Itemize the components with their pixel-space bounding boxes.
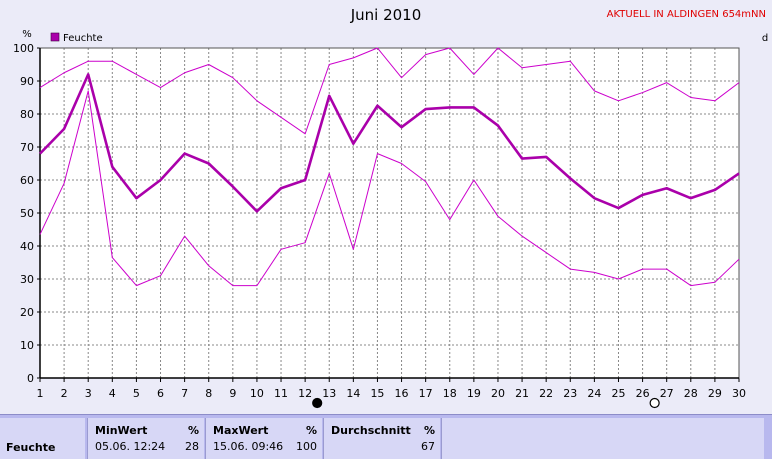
chart-title: Juni 2010: [350, 6, 422, 24]
series-line-mean: [39, 73, 740, 213]
y-tick-label: 30: [20, 273, 34, 286]
stats-max-cell: MaxWert % 15.06. 09:46 100: [205, 418, 322, 459]
y-tick-label: 90: [20, 75, 34, 88]
y-tick-label: 0: [27, 372, 34, 385]
stats-min-unit: %: [187, 424, 199, 437]
stats-min-cell: MinWert % 05.06. 12:24 28: [87, 418, 204, 459]
station-label: AKTUELL IN ALDINGEN 654mNN: [606, 9, 766, 20]
legend-swatch: [50, 32, 60, 42]
x-tick-label: 11: [274, 387, 288, 400]
series-line-max: [39, 47, 740, 135]
x-tick-label: 12: [298, 387, 312, 400]
y-tick-label: 20: [20, 306, 34, 319]
stats-avg-cell: Durchschnitt % 67: [323, 418, 440, 459]
stats-max-header: MaxWert: [213, 424, 269, 437]
stats-min-datetime: 05.06. 12:24: [95, 440, 166, 453]
x-tick-label: 17: [419, 387, 433, 400]
x-tick-label: 24: [587, 387, 601, 400]
x-tick-label: 13: [322, 387, 336, 400]
x-tick-label: 15: [370, 387, 384, 400]
x-tick-label: 26: [636, 387, 650, 400]
x-tick-label: 16: [395, 387, 409, 400]
stats-row-label: Feuchte: [6, 441, 56, 454]
y-tick-label: 40: [20, 240, 34, 253]
x-tick-label: 30: [732, 387, 746, 400]
series-line-min: [39, 90, 740, 287]
stats-max-datetime: 15.06. 09:46: [213, 440, 284, 453]
x-tick-label: 18: [443, 387, 457, 400]
x-tick-label: 2: [61, 387, 68, 400]
stats-panel: Feuchte MinWert % 05.06. 12:24 28 MaxWer…: [0, 414, 772, 459]
stats-max-value: 100: [296, 440, 317, 453]
x-tick-label: 25: [611, 387, 625, 400]
y-tick-label: 60: [20, 174, 34, 187]
x-tick-label: 1: [37, 387, 44, 400]
y-axis-unit: %: [22, 29, 32, 40]
x-tick-label: 9: [229, 387, 236, 400]
x-tick-label: 27: [660, 387, 674, 400]
right-axis-unit: d: [762, 33, 768, 44]
y-tick-label: 80: [20, 108, 34, 121]
y-tick-label: 50: [20, 207, 34, 220]
x-tick-label: 8: [205, 387, 212, 400]
x-tick-label: 19: [467, 387, 481, 400]
x-tick-label: 6: [157, 387, 164, 400]
x-tick-label: 23: [563, 387, 577, 400]
x-tick-label: 20: [491, 387, 505, 400]
stats-min-header: MinWert: [95, 424, 148, 437]
y-tick-label: 10: [20, 339, 34, 352]
moon-new-icon: [312, 397, 323, 409]
x-tick-label: 14: [346, 387, 360, 400]
x-tick-label: 28: [684, 387, 698, 400]
stats-max-unit: %: [305, 424, 317, 437]
stats-avg-unit: %: [423, 424, 435, 437]
moon-full-icon: [649, 397, 660, 409]
x-tick-label: 5: [133, 387, 140, 400]
x-tick-label: 10: [250, 387, 264, 400]
stats-label-cell: Feuchte: [0, 418, 85, 459]
y-tick-label: 70: [20, 141, 34, 154]
stats-empty-cell: [441, 418, 764, 459]
stats-avg-value: 67: [421, 440, 435, 453]
stats-avg-header: Durchschnitt: [331, 424, 411, 437]
x-tick-label: 21: [515, 387, 529, 400]
legend-label: Feuchte: [63, 33, 103, 44]
stats-min-value: 28: [185, 440, 199, 453]
y-tick-label: 100: [13, 42, 34, 55]
x-tick-label: 22: [539, 387, 553, 400]
x-tick-label: 29: [708, 387, 722, 400]
x-tick-label: 3: [85, 387, 92, 400]
x-tick-label: 4: [109, 387, 116, 400]
x-tick-label: 7: [181, 387, 188, 400]
